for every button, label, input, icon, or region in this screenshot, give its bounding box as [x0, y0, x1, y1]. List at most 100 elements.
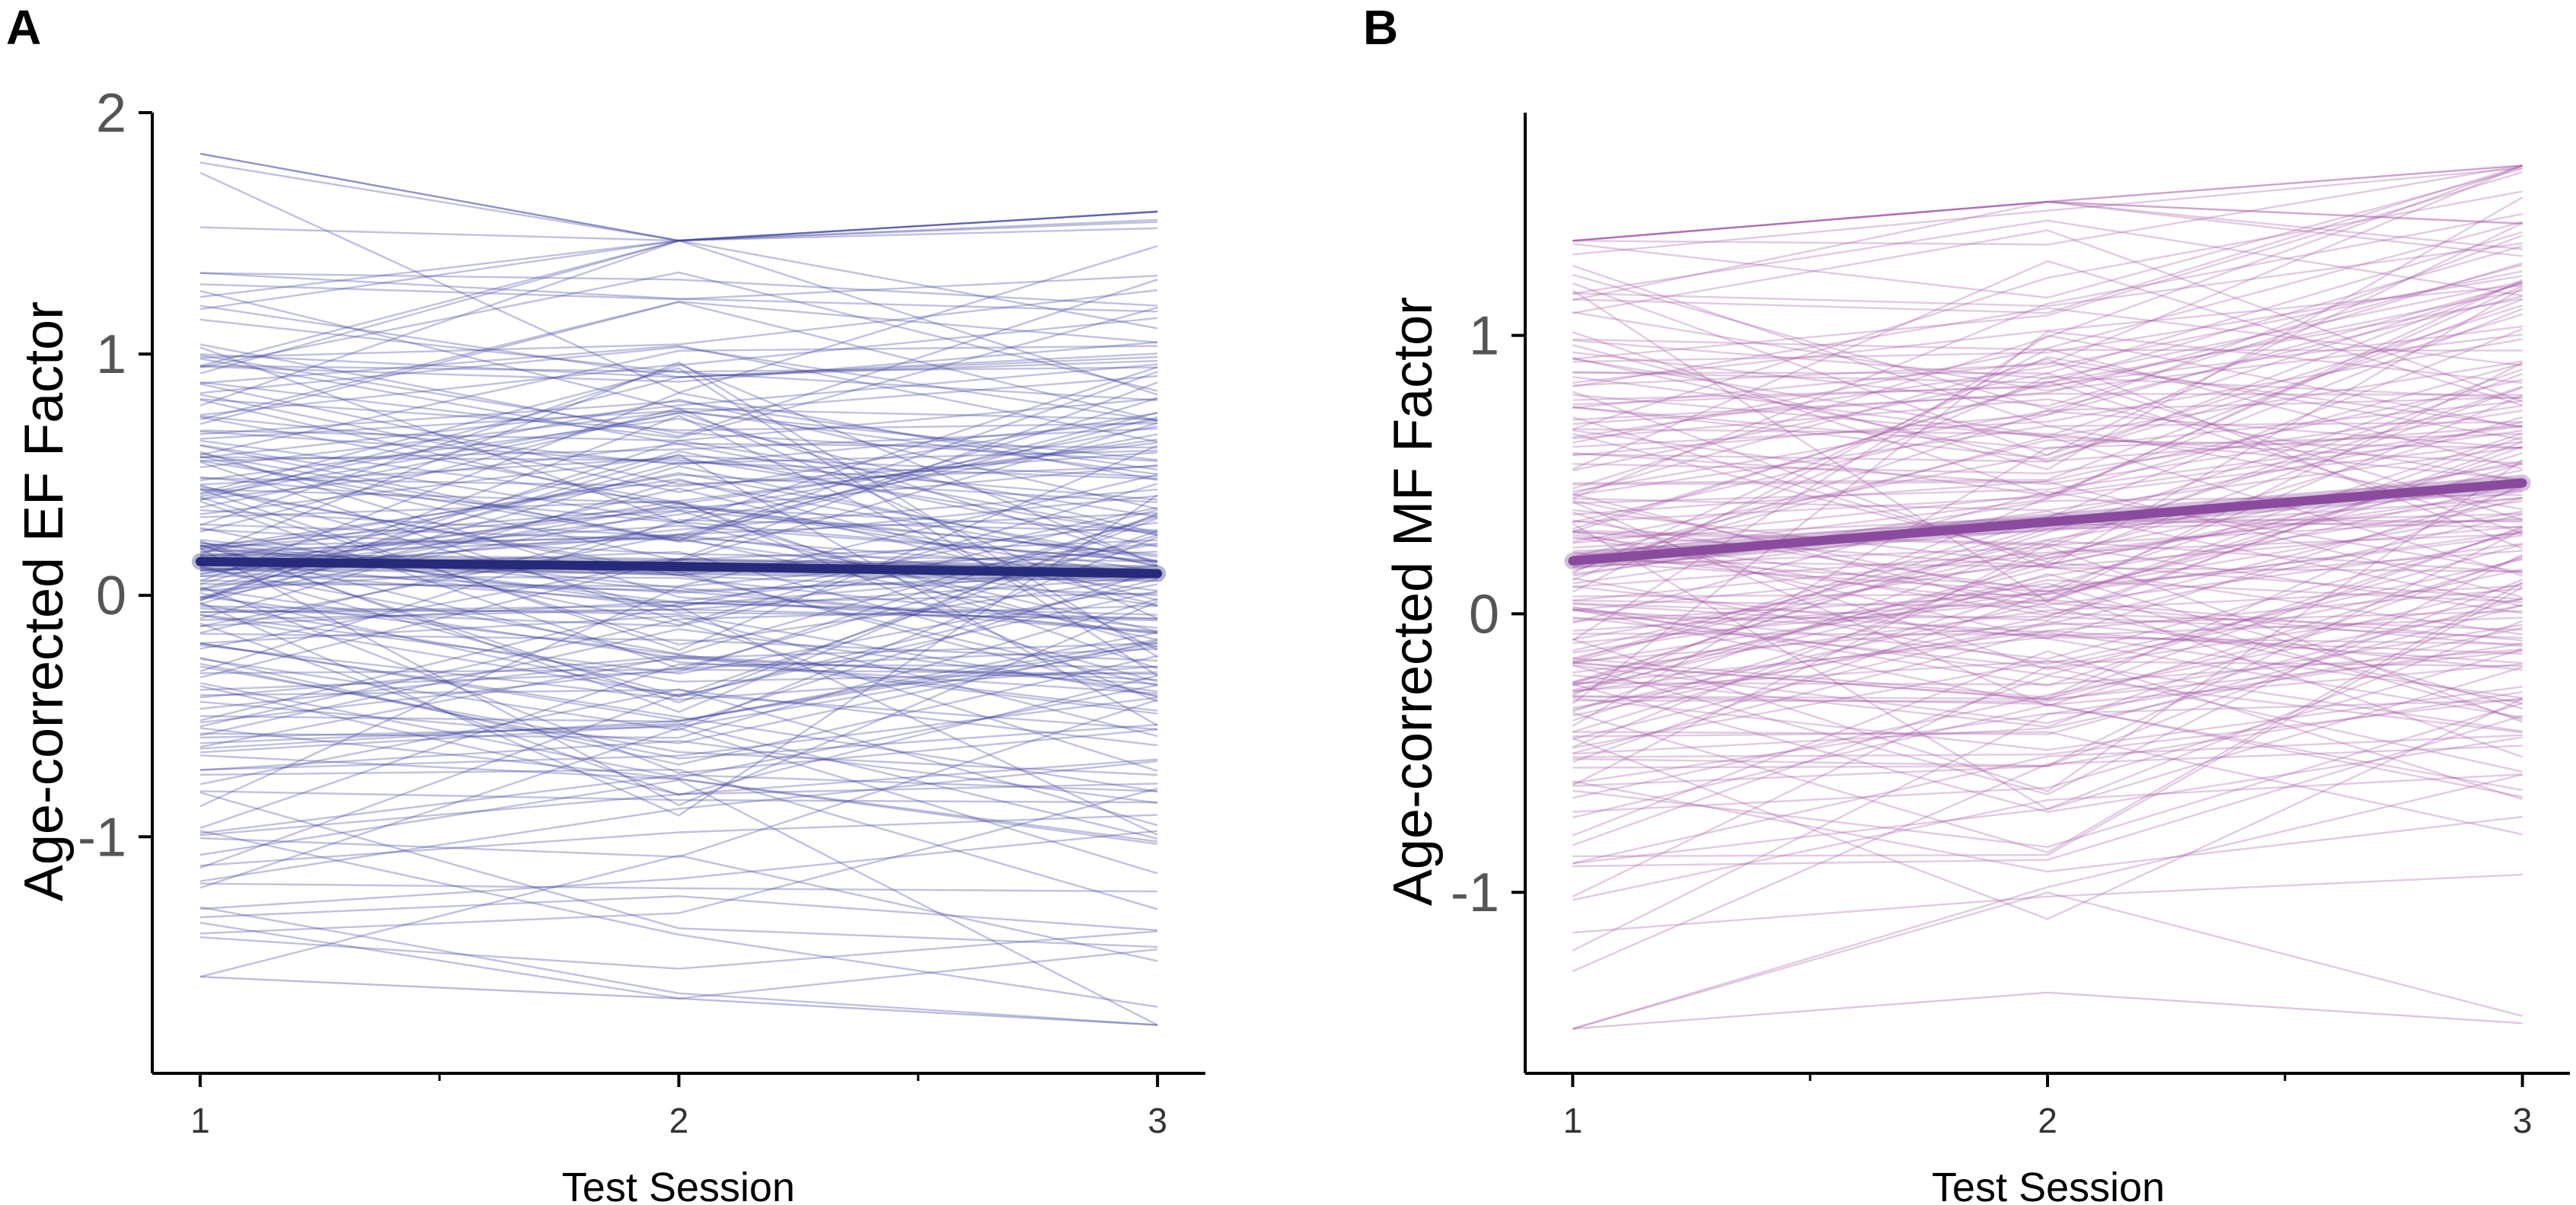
panel-b-individual-line — [1572, 697, 2523, 758]
panel-a-individual-line — [200, 289, 1158, 359]
panel-a-y-tick-label: 0 — [96, 566, 126, 626]
panel-b-individual-line — [1572, 279, 2523, 558]
panel-a-individual-line — [200, 655, 1158, 699]
panel-a-individual-line — [200, 639, 1158, 722]
panel-b-individual-line — [1572, 633, 2523, 655]
panel-a-individual-line — [200, 930, 1158, 970]
panel-a-individual-line — [200, 461, 1158, 772]
panel-a-individual-line — [200, 480, 1158, 620]
panel-a-individual-line — [200, 882, 1158, 893]
panel-a-individual-line — [200, 444, 1158, 563]
panel-b-individual-line — [1572, 361, 2523, 428]
panel-a-individual-line — [200, 814, 1158, 867]
panel-b-individual-line — [1572, 385, 2523, 545]
panel-a-individual-line — [200, 547, 1158, 807]
panel-a-individual-line — [200, 508, 1158, 627]
panel-a-individual-line — [200, 239, 1158, 367]
panel-b-individual-line — [1572, 780, 2523, 873]
panel-a-individual-line — [200, 544, 1158, 627]
panel-b-individual-line — [1572, 558, 2523, 665]
panel-b-individual-line — [1572, 394, 2523, 577]
panel-b-individual-line — [1572, 396, 2523, 572]
panel-b-individual-line — [1572, 648, 2523, 686]
panel-b-individual-line — [1572, 311, 2523, 392]
panel-a-individual-line — [200, 397, 1158, 442]
panel-b-individual-line — [1572, 873, 2523, 934]
panel-b-individual-line — [1572, 527, 2523, 687]
panel-b-individual-line — [1572, 289, 2523, 401]
panel-a-individual-line — [200, 300, 1158, 421]
panel-a-lower-extreme-line — [200, 976, 1158, 1026]
panel-a-individual-line — [200, 484, 1158, 620]
panel-a-individual-line — [200, 352, 1158, 379]
panel-a-individual-line — [200, 445, 1158, 652]
panel-b-individual-line — [1572, 338, 2523, 352]
panel-a-individual-line — [200, 400, 1158, 471]
panel-b-individual-line — [1572, 579, 2523, 691]
panel-b-individual-line — [1572, 497, 2523, 617]
panel-b-individual-line — [1572, 167, 2523, 299]
panel-b-individual-line — [1572, 490, 2523, 624]
panel-b-individual-line — [1572, 598, 2523, 642]
panel-a-individual-line — [200, 779, 1158, 1026]
panel-a-individual-line — [200, 486, 1158, 597]
panel-a-individual-line — [200, 644, 1158, 701]
panel-b-individual-line — [1572, 490, 2523, 641]
panel-b-individual-line — [1572, 572, 2523, 722]
panel-a-individual-line — [200, 505, 1158, 558]
panel-b-individual-line — [1572, 219, 2523, 297]
panel-b-individual-line — [1572, 282, 2523, 438]
panel-b-individual-line — [1572, 496, 2523, 601]
panel-a-individual-line — [200, 398, 1158, 510]
panel-b-individual-line — [1572, 529, 2523, 767]
panel-a-individual-line — [200, 622, 1158, 796]
panel-b-individual-line — [1572, 375, 2523, 582]
panel-a-individual-line — [200, 391, 1158, 582]
panel-a-individual-line — [200, 346, 1158, 524]
panel-a-individual-line — [200, 341, 1158, 383]
panel-b-individual-line — [1572, 555, 2523, 728]
panel-b-individual-line — [1572, 196, 2523, 470]
panel-b-individual-line — [1572, 263, 2523, 426]
panel-a-individual-line — [200, 500, 1158, 670]
panel-b-individual-line — [1572, 533, 2523, 588]
panel-a-individual-line — [200, 375, 1158, 498]
panel-a-individual-line — [200, 363, 1158, 459]
panel-b-individual-line — [1572, 164, 2523, 246]
panel-b-individual-line — [1572, 545, 2523, 723]
panel-b-individual-line — [1572, 561, 2523, 694]
panel-b-individual-line — [1572, 355, 2523, 574]
panel-a-individual-line — [200, 685, 1158, 795]
panel-b-x-tick-label: 2 — [2038, 1101, 2057, 1140]
panel-a-individual-line — [200, 306, 1158, 439]
panel-b-individual-line — [1572, 734, 2523, 865]
panel-b-y-tick-label: 0 — [1469, 584, 1499, 645]
panel-b-individual-line — [1572, 400, 2523, 450]
panel-a-individual-line — [200, 456, 1158, 501]
panel-b-individual-line — [1572, 469, 2523, 566]
panel-b-individual-line — [1572, 229, 2523, 403]
panel-a-individual-line — [200, 457, 1158, 536]
panel-a-individual-line — [200, 631, 1158, 723]
panel-b-individual-line — [1572, 264, 2523, 427]
panel-b-lower-extreme-line — [1572, 991, 2523, 1030]
panel-a-individual-line — [200, 454, 1158, 515]
panel-b-individual-line — [1572, 416, 2523, 560]
panel-b-individual-line — [1572, 164, 2523, 314]
panel-b-individual-line — [1572, 357, 2523, 463]
panel-b-individual-line — [1572, 579, 2523, 787]
panel-b-individual-line — [1572, 200, 2523, 257]
panel-a-individual-line — [200, 488, 1158, 698]
panel-b-individual-line — [1572, 287, 2523, 569]
panel-a-individual-line — [200, 565, 1158, 614]
panel-b-individual-line — [1572, 362, 2523, 603]
panel-b-individual-line — [1572, 525, 2523, 700]
panel-b-individual-line — [1572, 428, 2523, 481]
panel-b-individual-line — [1572, 480, 2523, 598]
panel-b-individual-line — [1572, 386, 2523, 563]
panel-a-individual-line — [200, 528, 1158, 563]
panel-a-individual-line — [200, 365, 1158, 373]
panel-a-individual-line — [200, 537, 1158, 641]
panel-b-individual-line — [1572, 586, 2523, 858]
panel-b-individual-line — [1572, 609, 2523, 637]
